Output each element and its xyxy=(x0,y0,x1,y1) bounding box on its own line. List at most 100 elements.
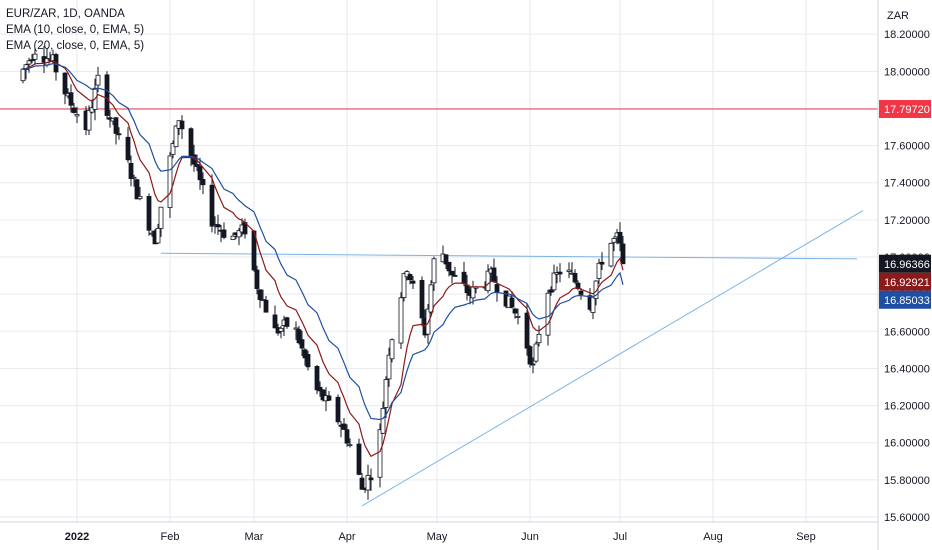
candle-body xyxy=(443,254,449,265)
last-value-badge xyxy=(879,272,931,291)
candle-body xyxy=(296,329,302,344)
price-line-badge-label: 17.79720 xyxy=(884,104,930,116)
candle-body xyxy=(71,107,77,113)
price-axis[interactable]: 18.2000018.0000017.8000017.6000017.40000… xyxy=(877,0,931,550)
price-tick-label: 16.40000 xyxy=(884,363,930,375)
time-tick-label: Feb xyxy=(161,531,180,543)
price-line-badge xyxy=(879,99,931,118)
candle-body xyxy=(398,297,404,344)
candle-body xyxy=(197,166,203,181)
candle-body xyxy=(284,317,290,327)
price-tick-label: 15.80000 xyxy=(884,475,930,487)
candle-body xyxy=(386,354,392,380)
candle-body xyxy=(221,229,227,238)
time-tick-label: Apr xyxy=(338,531,355,543)
candle-body xyxy=(26,60,32,65)
candle-body xyxy=(491,267,497,283)
candle-body xyxy=(578,290,584,295)
candle-body xyxy=(380,408,386,434)
candle-body xyxy=(302,349,308,359)
candle-body xyxy=(29,59,35,62)
candle-body xyxy=(320,389,326,401)
candle-body xyxy=(272,314,278,329)
candle-body xyxy=(608,242,614,267)
candle-body xyxy=(293,327,299,330)
candle-body xyxy=(515,316,521,318)
candle-body xyxy=(146,196,152,231)
last-value-badge xyxy=(879,254,931,273)
candle-body xyxy=(530,363,536,366)
candle-body xyxy=(485,270,491,292)
candle-body xyxy=(128,162,134,179)
legend: EUR/ZAR, 1D, OANDA EMA (10, close, 0, EM… xyxy=(6,6,144,54)
candle-body xyxy=(86,109,92,131)
time-tick-label: May xyxy=(427,531,448,543)
trendline-rising-support xyxy=(361,210,864,507)
candle-body xyxy=(173,125,179,148)
candle-body xyxy=(68,92,74,106)
legend-symbol: EUR/ZAR, 1D, OANDA xyxy=(6,8,125,20)
candle-body xyxy=(509,297,515,308)
candle-body xyxy=(590,296,596,313)
price-tick-label: 16.60000 xyxy=(884,326,930,338)
candle-body xyxy=(20,68,26,82)
candle-body xyxy=(254,269,260,289)
last-value-label: 16.96366 xyxy=(884,259,930,271)
candle-body xyxy=(209,184,215,227)
candle-body xyxy=(167,155,173,208)
candle-body xyxy=(533,343,539,362)
candle-body xyxy=(158,206,164,229)
candle-body xyxy=(461,271,467,284)
candle-body xyxy=(200,178,206,186)
candle-body xyxy=(299,339,305,349)
grid xyxy=(0,0,878,522)
candle-body xyxy=(347,444,353,447)
currency-label: ZAR xyxy=(887,10,909,22)
candle-body xyxy=(599,261,605,265)
candle-body xyxy=(104,74,110,116)
candle-body xyxy=(326,395,332,401)
time-tick-label: Jun xyxy=(521,531,539,543)
ema-20-line xyxy=(22,62,624,421)
ema-10-line xyxy=(22,59,624,458)
last-value-badge xyxy=(879,290,931,309)
candle-body xyxy=(449,270,455,276)
time-tick-label: Aug xyxy=(703,531,723,543)
legend-ema-20: EMA (20, close, 0, EMA, 5) xyxy=(6,40,145,52)
candle-body xyxy=(545,292,551,336)
candle-body xyxy=(524,312,530,349)
candle-body xyxy=(377,429,383,478)
price-tick-label: 18.20000 xyxy=(884,29,930,41)
candle-body xyxy=(419,279,425,319)
last-value-label: 16.92921 xyxy=(884,277,930,289)
candle-body xyxy=(527,346,533,365)
candle-body xyxy=(548,289,554,293)
candle-body xyxy=(551,272,557,291)
price-tick-label: 15.60000 xyxy=(884,512,930,524)
time-tick-label: Sep xyxy=(796,531,816,543)
trendline-neckline xyxy=(160,252,858,260)
price-tick-label: 16.00000 xyxy=(884,438,930,450)
price-tick-label: 17.20000 xyxy=(884,215,930,227)
price-tick-label: 16.20000 xyxy=(884,401,930,413)
candle-body xyxy=(263,299,269,313)
time-axis[interactable]: 2022 Feb Mar Apr May Jun Jul Aug Sep xyxy=(0,521,878,543)
candle-body xyxy=(179,120,185,130)
candle-body xyxy=(257,289,263,301)
candle-body xyxy=(317,386,323,392)
candle-body xyxy=(365,475,371,491)
candle-body xyxy=(335,396,341,423)
candle-body xyxy=(572,273,578,283)
candle-body xyxy=(230,235,236,241)
candle-body xyxy=(611,238,617,243)
candle-body xyxy=(494,284,500,293)
candle-body xyxy=(566,269,572,272)
candle-body xyxy=(557,271,563,275)
candle-body xyxy=(125,136,131,161)
ema-lines xyxy=(22,59,624,458)
candle-body xyxy=(431,258,437,284)
candle-body xyxy=(620,243,626,265)
candle-body xyxy=(305,354,311,368)
candle-body xyxy=(194,164,200,167)
